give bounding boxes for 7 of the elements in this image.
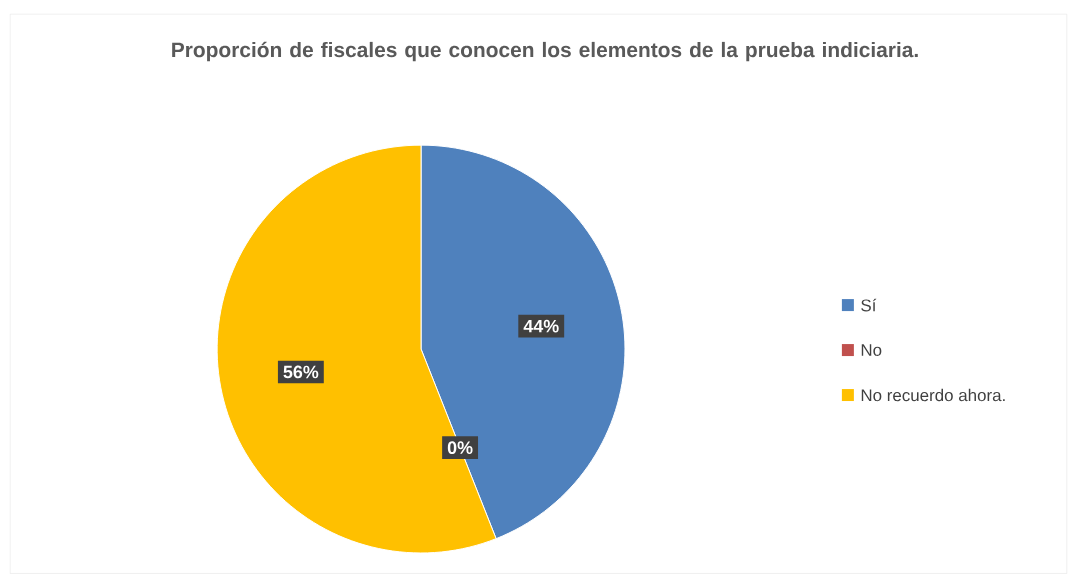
legend-label: Sí: [861, 298, 877, 312]
legend-label: No recuerdo ahora.: [861, 388, 1005, 402]
text: 0%: [447, 441, 473, 454]
chart-title: Proporción de fiscales que conocen los elementos de la prueba indiciaria.: [172, 41, 918, 62]
data-label: 56%: [283, 365, 319, 379]
legend-label: No: [861, 344, 882, 356]
data-label: 44%: [523, 319, 559, 333]
